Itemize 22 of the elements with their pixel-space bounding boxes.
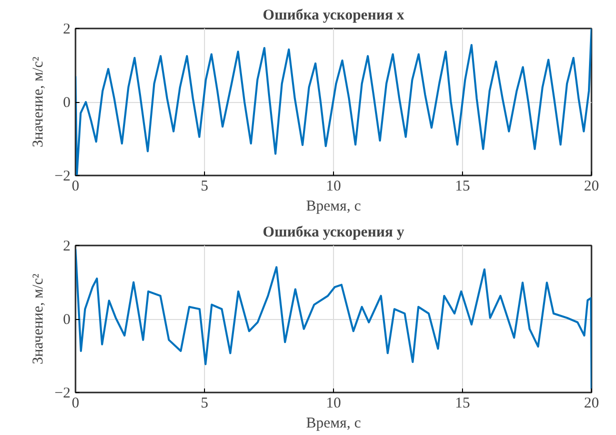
x-tick-label: 10 (326, 396, 341, 412)
x-tick-label: 5 (200, 396, 208, 412)
x-tick-label: 20 (584, 396, 599, 412)
x-tick-label: 15 (455, 178, 470, 194)
x-tick-label: 10 (326, 178, 341, 194)
chart-title: Ошибка ускорения y (262, 224, 405, 240)
y-tick-label: 0 (63, 95, 70, 111)
line-series (76, 248, 592, 390)
x-tick-label: 15 (455, 396, 470, 412)
x-tick-label: 5 (200, 178, 208, 194)
y-tick-label: −2 (54, 386, 71, 402)
y-tick-label: 2 (63, 22, 70, 38)
y-axis-title: Значение, м/с² (30, 56, 47, 148)
y-tick-label: 2 (63, 238, 70, 254)
y-tick-label: 0 (63, 312, 70, 328)
chart-title: Ошибка ускорения x (262, 8, 405, 24)
y-tick-label: −2 (54, 168, 71, 184)
x-axis-title: Время, с (306, 198, 362, 214)
line-series (76, 28, 592, 176)
x-axis-title: Время, с (306, 416, 362, 432)
y-axis-title: Значение, м/с² (30, 273, 47, 364)
x-tick-label: 20 (584, 178, 599, 194)
